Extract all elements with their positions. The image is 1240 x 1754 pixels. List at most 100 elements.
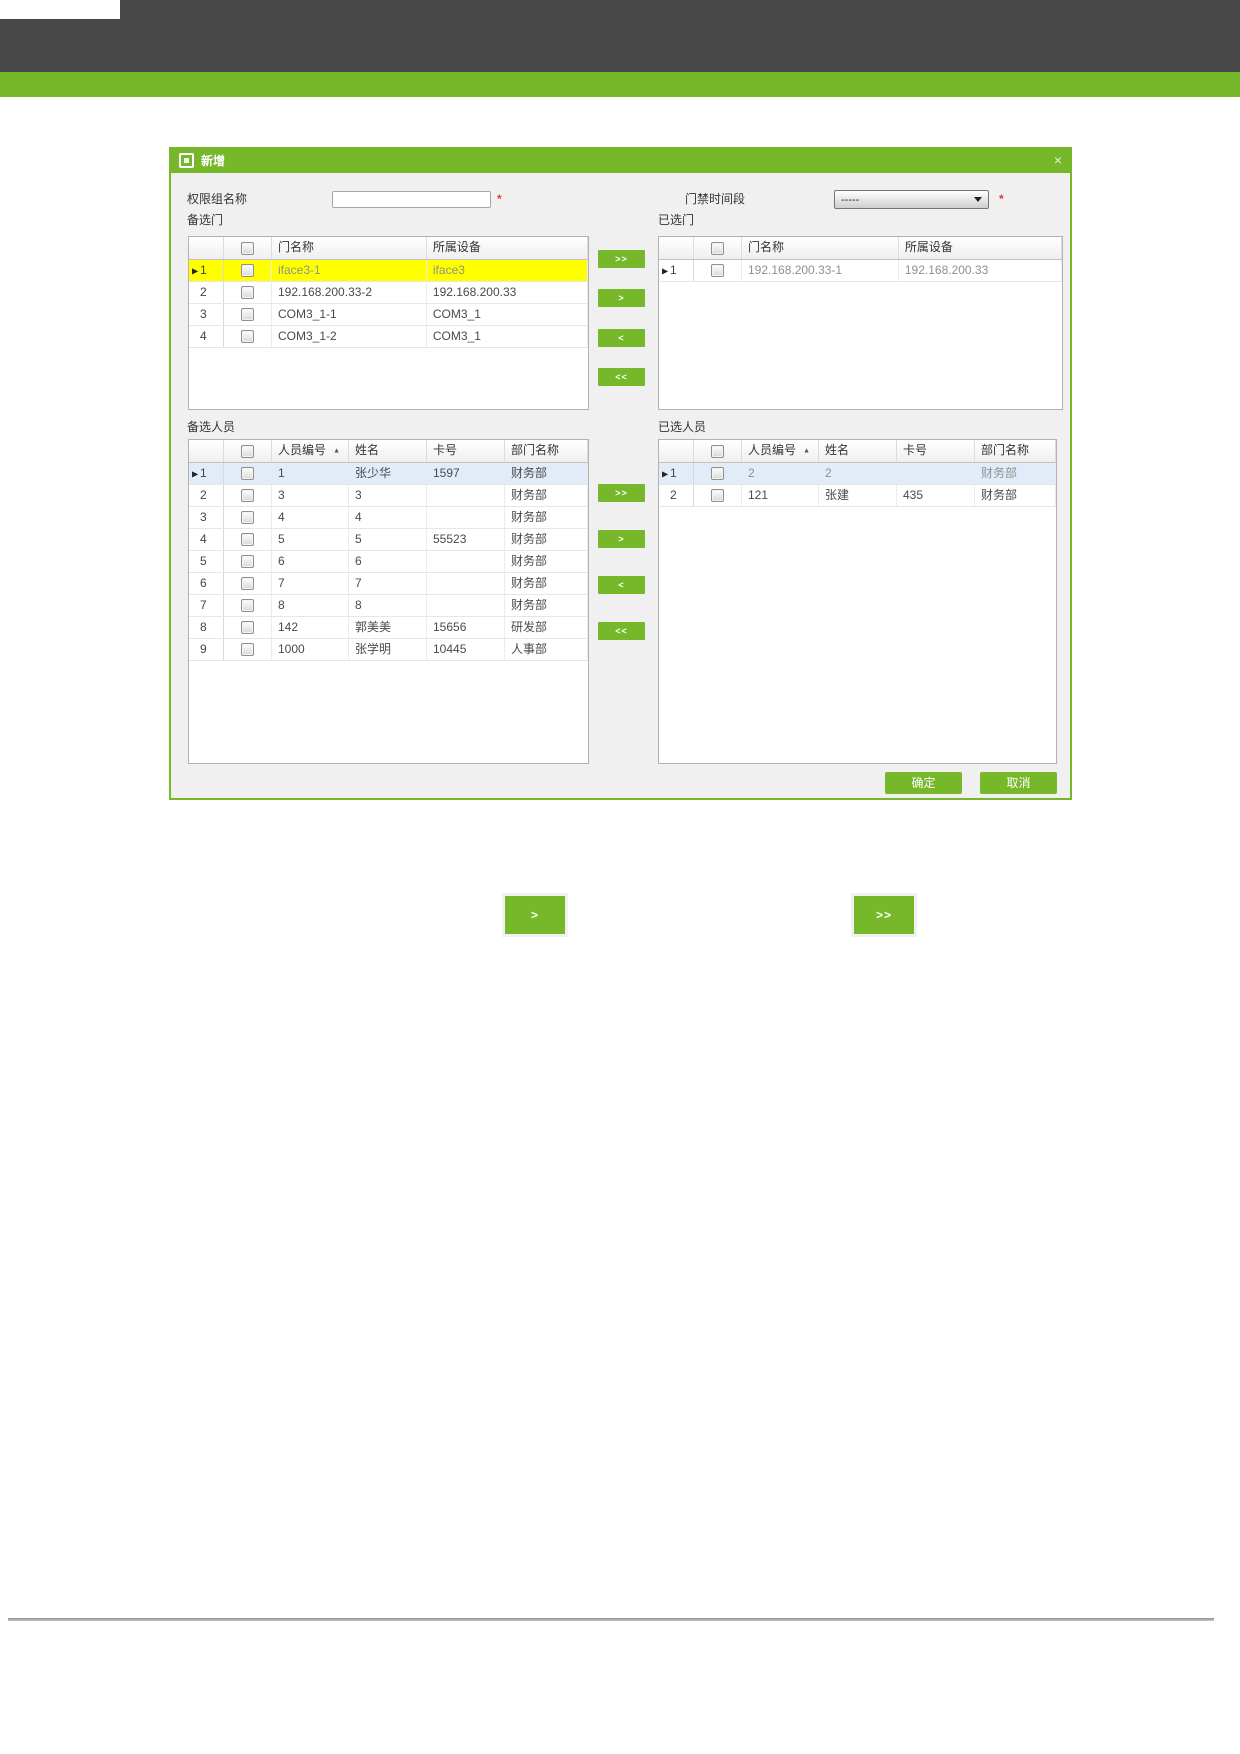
select-all-checkbox[interactable] bbox=[711, 444, 724, 458]
table-cell: 8 bbox=[349, 595, 427, 616]
people-move-all-right-button[interactable]: >> bbox=[598, 484, 645, 502]
row-checkbox[interactable] bbox=[241, 533, 254, 546]
row-number: 5 bbox=[189, 551, 224, 572]
table-row[interactable]: 4 5 5 55523 财务部 bbox=[189, 529, 588, 551]
table-row[interactable]: 3 4 4 财务部 bbox=[189, 507, 588, 529]
row-checkbox[interactable] bbox=[241, 599, 254, 612]
table-row[interactable]: 8 142 郭美美 15656 研发部 bbox=[189, 617, 588, 639]
available-doors-table: 门名称 所属设备 1 ▶ iface3-1 iface3 2 192.168.200.33-2… bbox=[188, 236, 589, 410]
required-asterisk: * bbox=[999, 192, 1004, 206]
doors-move-all-left-button[interactable]: << bbox=[598, 368, 645, 386]
row-checkbox-cell bbox=[224, 463, 272, 484]
doors-move-left-button[interactable]: < bbox=[598, 329, 645, 347]
row-checkbox[interactable] bbox=[241, 330, 254, 343]
callout-move-right-button[interactable]: > bbox=[505, 896, 565, 934]
row-checkbox[interactable] bbox=[241, 643, 254, 656]
timezone-select[interactable]: ----- bbox=[834, 190, 989, 209]
column-header[interactable]: 门名称 bbox=[742, 237, 899, 259]
column-header[interactable]: 部门名称 bbox=[505, 440, 588, 462]
sort-ascending-icon: ▲ bbox=[803, 447, 810, 455]
row-checkbox[interactable] bbox=[241, 577, 254, 590]
table-row[interactable]: 2 3 3 财务部 bbox=[189, 485, 588, 507]
table-cell: 人事部 bbox=[505, 639, 588, 660]
row-checkbox-cell bbox=[224, 595, 272, 616]
column-header[interactable]: 所属设备 bbox=[899, 237, 1062, 259]
row-checkbox[interactable] bbox=[241, 467, 254, 480]
selected-doors-label: 已选门 bbox=[658, 213, 695, 227]
column-header[interactable]: 所属设备 bbox=[427, 237, 588, 259]
select-all-checkbox[interactable] bbox=[241, 444, 254, 458]
row-number: 4 bbox=[189, 529, 224, 550]
current-row-marker: ▶ bbox=[192, 469, 199, 478]
doors-move-all-right-button[interactable]: >> bbox=[598, 250, 645, 268]
doors-move-right-button[interactable]: > bbox=[598, 289, 645, 307]
row-checkbox[interactable] bbox=[241, 489, 254, 502]
row-checkbox[interactable] bbox=[241, 621, 254, 634]
table-row[interactable]: 1 ▶ 1 张少华 1597 财务部 bbox=[189, 463, 588, 485]
row-checkbox-cell bbox=[224, 529, 272, 550]
row-number: 7 bbox=[189, 595, 224, 616]
table-cell: 1 bbox=[272, 463, 349, 484]
people-move-all-left-button[interactable]: << bbox=[598, 622, 645, 640]
table-cell: 4 bbox=[349, 507, 427, 528]
column-header[interactable]: 姓名 bbox=[349, 440, 427, 462]
table-cell: 2 bbox=[742, 463, 819, 484]
row-number: 8 bbox=[189, 617, 224, 638]
column-header[interactable]: 人员编号 ▲ bbox=[272, 440, 349, 462]
table-cell: COM3_1 bbox=[427, 304, 588, 325]
table-cell: 121 bbox=[742, 485, 819, 506]
row-checkbox[interactable] bbox=[711, 489, 724, 502]
select-all-checkbox[interactable] bbox=[241, 241, 254, 255]
table-row[interactable]: 4 COM3_1-2 COM3_1 bbox=[189, 326, 588, 348]
table-cell: 15656 bbox=[427, 617, 505, 638]
table-row[interactable]: 9 1000 张学明 10445 人事部 bbox=[189, 639, 588, 661]
table-row[interactable]: 1 ▶ 192.168.200.33-1 192.168.200.33 bbox=[659, 260, 1062, 282]
people-move-right-button[interactable]: > bbox=[598, 530, 645, 548]
cancel-button[interactable]: 取消 bbox=[980, 772, 1057, 794]
column-header[interactable]: 卡号 bbox=[897, 440, 975, 462]
column-header[interactable]: 门名称 bbox=[272, 237, 427, 259]
column-header[interactable]: 姓名 bbox=[819, 440, 897, 462]
column-header[interactable]: 部门名称 bbox=[975, 440, 1056, 462]
required-asterisk: * bbox=[497, 192, 502, 206]
table-cell: 财务部 bbox=[975, 485, 1056, 506]
row-checkbox[interactable] bbox=[241, 511, 254, 524]
group-name-input[interactable] bbox=[332, 191, 491, 208]
dialog-icon bbox=[179, 152, 194, 168]
table-row[interactable]: 2 121 张建 435 财务部 bbox=[659, 485, 1056, 507]
row-checkbox[interactable] bbox=[241, 308, 254, 321]
row-checkbox[interactable] bbox=[241, 555, 254, 568]
people-move-left-button[interactable]: < bbox=[598, 576, 645, 594]
callout-move-all-right-button[interactable]: >> bbox=[854, 896, 914, 934]
row-checkbox[interactable] bbox=[241, 264, 254, 277]
select-all-checkbox[interactable] bbox=[711, 241, 724, 255]
table-header-row: 人员编号 ▲ 姓名 卡号 部门名称 bbox=[189, 440, 588, 463]
table-row[interactable]: 1 ▶ iface3-1 iface3 bbox=[189, 260, 588, 282]
table-row[interactable]: 7 8 8 财务部 bbox=[189, 595, 588, 617]
table-row[interactable]: 3 COM3_1-1 COM3_1 bbox=[189, 304, 588, 326]
row-number: 2 bbox=[659, 485, 694, 506]
table-row[interactable]: 5 6 6 财务部 bbox=[189, 551, 588, 573]
ok-button[interactable]: 确定 bbox=[885, 772, 962, 794]
table-row[interactable]: 6 7 7 财务部 bbox=[189, 573, 588, 595]
add-permission-group-dialog: 新增 × 权限组名称 * 门禁时间段 ----- * 备选门 已选门 备选人员 … bbox=[169, 147, 1072, 800]
table-cell: 5 bbox=[349, 529, 427, 550]
selected-people-label: 已选人员 bbox=[658, 420, 707, 434]
column-header[interactable]: 人员编号 ▲ bbox=[742, 440, 819, 462]
column-header[interactable]: 卡号 bbox=[427, 440, 505, 462]
available-doors-label: 备选门 bbox=[187, 213, 224, 227]
table-cell: 财务部 bbox=[505, 529, 588, 550]
dialog-titlebar: 新增 × bbox=[169, 147, 1072, 173]
select-all-cell bbox=[224, 237, 272, 259]
table-row[interactable]: 2 192.168.200.33-2 192.168.200.33 bbox=[189, 282, 588, 304]
close-icon[interactable]: × bbox=[1053, 152, 1062, 168]
table-cell: 6 bbox=[349, 551, 427, 572]
row-indicator-header bbox=[189, 440, 224, 462]
row-checkbox[interactable] bbox=[711, 264, 724, 277]
table-cell bbox=[427, 507, 505, 528]
row-checkbox[interactable] bbox=[241, 286, 254, 299]
table-row[interactable]: 1 ▶ 2 2 财务部 bbox=[659, 463, 1056, 485]
row-checkbox[interactable] bbox=[711, 467, 724, 480]
sort-ascending-icon: ▲ bbox=[333, 447, 340, 455]
